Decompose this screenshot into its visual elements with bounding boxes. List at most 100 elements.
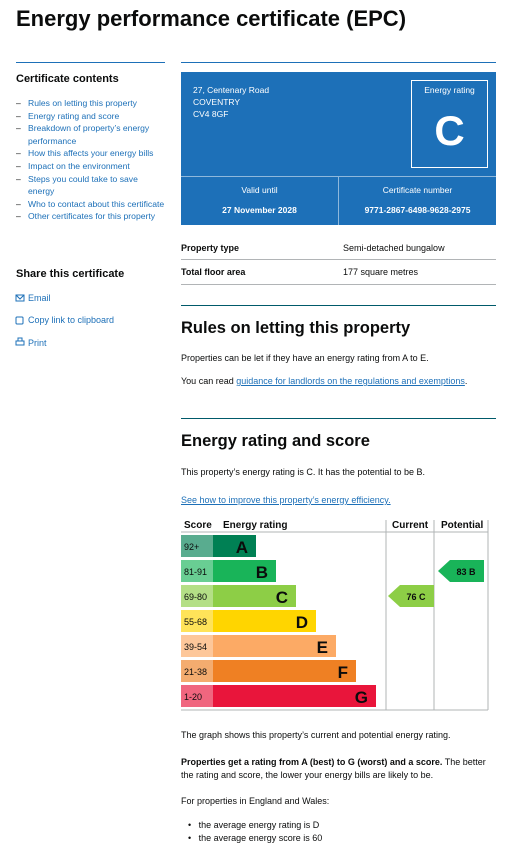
contents-link[interactable]: Steps you could take to save energy (28, 173, 138, 196)
contents-link[interactable]: Impact on the environment (28, 161, 130, 172)
paragraph: Properties get a rating from A (best) to… (181, 756, 493, 781)
potential-label: 83 B (456, 567, 476, 577)
band-score-bg (181, 585, 213, 607)
band-letter: A (236, 538, 248, 557)
text: You can read (181, 376, 237, 386)
paragraph: The graph shows this property’s current … (181, 730, 451, 740)
prop-value: Semi-detached bungalow (343, 243, 445, 253)
contents-item[interactable]: Other certificates for this property (16, 210, 166, 222)
paragraph: Properties can be let if they have an en… (181, 353, 429, 363)
contents-item[interactable]: Who to contact about this certificate (16, 198, 166, 210)
link[interactable]: See how to improve this property’s energ… (181, 495, 391, 505)
cert-number: 9771-2867-6498-9628-2975 (364, 205, 471, 215)
band-score: 81-91 (184, 567, 207, 577)
contents-list: Rules on letting this property Energy rat… (16, 97, 166, 223)
contents-link[interactable]: Breakdown of property’s energy performan… (28, 123, 150, 146)
band-score-bg (181, 535, 213, 557)
rating-letter: C (434, 107, 465, 154)
paragraph: For properties in England and Wales: (181, 796, 330, 806)
contents-link[interactable]: How this affects your energy bills (28, 148, 154, 159)
share-heading: Share this certificate (16, 268, 125, 280)
prop-value: 177 square metres (343, 267, 419, 277)
contents-item[interactable]: Energy rating and score (16, 110, 166, 122)
band-score: 92+ (184, 542, 199, 552)
contents-link[interactable]: Who to contact about this certificate (28, 198, 165, 209)
band-score-bg (181, 635, 213, 657)
share-copy[interactable]: Copy link to clipboard (28, 315, 115, 325)
prop-key: Total floor area (181, 267, 246, 277)
rating-box (411, 80, 488, 168)
band-bar (181, 660, 356, 682)
text: the average energy rating is D (198, 820, 320, 830)
potential-letter: B (469, 567, 476, 577)
section-heading: Energy rating and score (181, 432, 370, 450)
bullet: • the average energy rating is D (188, 820, 320, 830)
bullets: • the average energy rating is D • the a… (188, 819, 322, 844)
link[interactable]: guidance for landlords on the regulation… (236, 376, 465, 386)
band-score: 21-38 (184, 667, 207, 677)
contents-item[interactable]: Breakdown of property’s energy performan… (16, 122, 166, 146)
band-letter: C (276, 588, 288, 607)
valid-label: Valid until (241, 185, 278, 195)
band-score: 39-54 (184, 642, 207, 652)
contents-link[interactable]: Other certificates for this property (28, 211, 156, 222)
valid-date: 27 November 2028 (222, 205, 297, 215)
share-print[interactable]: Print (28, 338, 47, 348)
address-line: CV4 8GF (193, 109, 229, 119)
address: 27, Centenary Road COVENTRY CV4 8GF (193, 84, 269, 120)
contents-item[interactable]: How this affects your energy bills (16, 147, 166, 159)
paragraph: This property’s energy rating is C. It h… (181, 467, 425, 477)
current-letter: C (419, 592, 426, 602)
graph-header: Score (184, 520, 212, 531)
band-letter: D (296, 613, 308, 632)
band-score-bg (181, 610, 213, 632)
band-bar (181, 685, 376, 707)
band-score-bg (181, 685, 213, 707)
band-bar (181, 635, 336, 657)
share-email[interactable]: Email (28, 293, 51, 303)
text: the average energy score is 60 (198, 832, 323, 843)
band-bar (181, 535, 256, 557)
band-letter: G (355, 688, 368, 707)
contents-item[interactable]: Steps you could take to save energy (16, 173, 166, 197)
current-label: 76 C (406, 592, 426, 602)
page-title: Energy performance certificate (EPC) (16, 6, 407, 31)
cert-label: Certificate number (382, 185, 453, 195)
section-heading: Rules on letting this property (181, 319, 411, 337)
band-bar (181, 585, 296, 607)
band-score: 1-20 (184, 692, 202, 702)
potential-score: 83 (456, 567, 466, 577)
address-line: COVENTRY (193, 97, 241, 107)
band-score-bg (181, 560, 213, 582)
band-letter: B (256, 563, 268, 582)
text: Properties get a rating from A (best) to… (181, 757, 443, 767)
band-score-bg (181, 660, 213, 682)
band-bar (181, 610, 316, 632)
rating-label: Energy rating (424, 85, 475, 95)
potential-arrow (438, 560, 484, 582)
text: The better the rating and score, the low… (181, 757, 486, 780)
graph-header: Potential (441, 520, 483, 531)
current-score: 76 (406, 592, 416, 602)
contents-link[interactable]: Rules on letting this property (28, 98, 137, 108)
contents-item[interactable]: Rules on letting this property (16, 97, 166, 109)
current-arrow (388, 585, 434, 607)
prop-key: Property type (181, 243, 240, 253)
band-score: 69-80 (184, 592, 207, 602)
contents-heading: Certificate contents (16, 73, 119, 85)
bullet: • the average energy score is 60 (188, 832, 323, 843)
band-score: 55-68 (184, 617, 207, 627)
contents-item[interactable]: Impact on the environment (16, 160, 166, 172)
rating-graph: Score Energy rating Current Potential 92+ A 81… (181, 520, 489, 711)
band-bar (181, 560, 276, 582)
band-letter: E (317, 638, 328, 657)
contents-link[interactable]: Energy rating and score (28, 110, 120, 121)
graph-header: Current (392, 520, 429, 531)
paragraph: You can read guidance for landlords on t… (181, 375, 467, 388)
graph-header: Energy rating (223, 520, 287, 531)
band-letter: F (338, 663, 348, 682)
address-line: 27, Centenary Road (193, 85, 270, 95)
share-icons (15, 294, 25, 346)
